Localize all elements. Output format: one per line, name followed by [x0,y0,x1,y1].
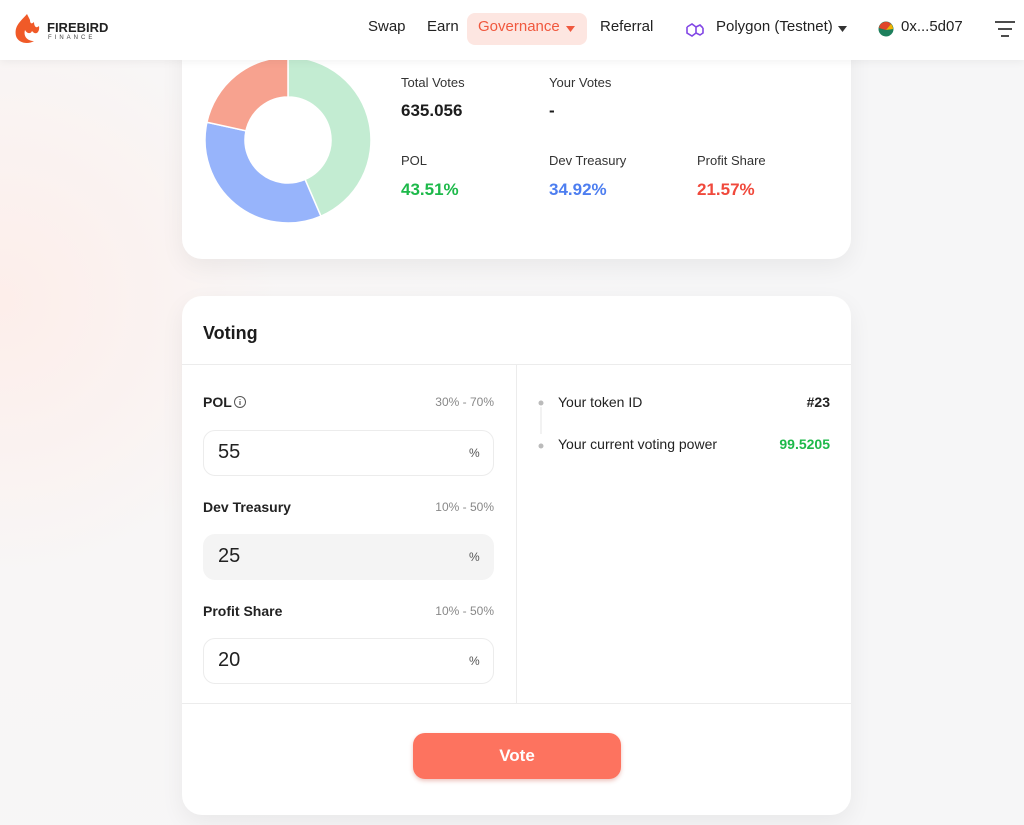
total-votes: 635.056 [401,101,463,120]
account[interactable]: 0x...5d07 [901,18,963,35]
field-range: 10% - 50% [435,604,494,618]
field-label: Profit Share [203,603,283,619]
your-votes-label: Your Votes [549,75,612,90]
donut-slice [287,56,372,218]
network[interactable]: Polygon (Testnet) [716,18,833,35]
info-label: Your token ID [558,394,643,410]
avatar [878,21,894,37]
donut-slice [204,121,322,224]
donut-chart [204,56,372,224]
field-input[interactable] [203,638,494,684]
info-label: Your current voting power [558,436,718,452]
field-range: 10% - 50% [435,500,494,514]
donut-slice [206,56,289,132]
share-label: POL [401,153,428,168]
field-label: Dev Treasury [203,499,291,515]
field-label: POL [203,394,232,410]
caret [838,26,847,32]
nav-referral[interactable]: Referral [600,18,654,35]
field-value[interactable]: 25 [218,545,241,567]
divider [516,365,517,703]
menu-icon[interactable] [994,20,1016,38]
your-votes: - [549,101,555,120]
share-value: 34.92% [549,180,607,199]
voting-title: Voting [203,323,258,343]
divider [182,703,851,704]
nav-swap[interactable]: Swap [368,18,406,35]
logo-icon [15,14,40,44]
info-value: 99.5205 [779,436,830,452]
info-icon[interactable] [233,395,247,409]
field-unit: % [469,446,480,460]
field-value[interactable]: 20 [218,649,241,671]
polygon-icon [686,23,704,37]
logo-subtext: FINANCE [48,35,96,41]
nav-earn[interactable]: Earn [427,18,459,35]
field-input[interactable] [203,534,494,580]
field-unit: % [469,550,480,564]
share-label: Profit Share [697,153,766,168]
logo-text: FIREBIRD [47,20,109,35]
field-input[interactable] [203,430,494,476]
vote-button[interactable]: Vote [413,733,621,779]
nav-governance-pill[interactable] [467,13,587,45]
field-range: 30% - 70% [435,395,494,409]
header: FIREBIRD FINANCE Swap Earn Governance Re… [0,0,1024,60]
nav-governance[interactable]: Governance [478,18,560,35]
info-value: #23 [806,394,830,410]
field-value[interactable]: 55 [218,441,241,463]
caret [566,26,575,32]
timeline [538,400,544,449]
share-value: 21.57% [697,180,755,199]
divider [182,364,851,365]
field-unit: % [469,654,480,668]
share-value: 43.51% [401,180,459,199]
total-votes-label: Total Votes [401,75,465,90]
share-label: Dev Treasury [549,153,627,168]
